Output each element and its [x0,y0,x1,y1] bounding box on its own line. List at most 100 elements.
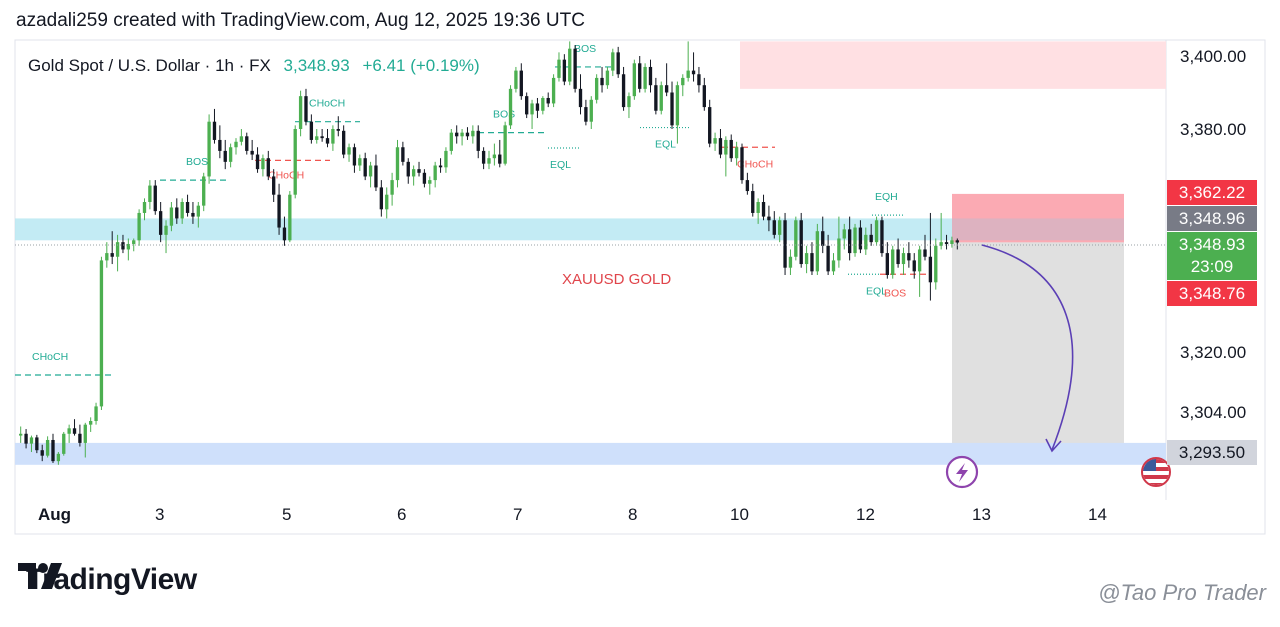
candle-body [105,253,109,261]
candle-body [88,421,93,425]
candle-body [422,172,427,184]
candle-body [471,130,475,137]
candle-body [778,220,782,235]
structure-label: EQL [866,285,887,297]
candle-body [272,176,276,195]
candle-body [460,132,464,137]
candle-body [632,63,637,97]
structure-label: EQL [550,159,571,171]
candle-body [51,439,55,462]
candle-body [901,253,906,265]
candle-body [605,70,610,86]
candle-body [358,158,362,166]
candle-body [627,96,631,108]
candle-body [691,70,696,75]
candle-body [121,242,125,250]
candle-body [584,107,588,122]
structure-label: BOS [884,287,906,299]
mid-zone [15,218,1124,241]
symbol-change: +6.41 (+0.19%) [362,56,480,75]
symbol-name[interactable]: Gold Spot / U.S. Dollar · 1h · FX [28,56,271,75]
candle-body [126,243,131,250]
candle-body [826,245,830,272]
candle-body [821,231,825,246]
x-tick-label: 7 [513,505,522,524]
candle-body [164,225,168,235]
symbol-last-price: 3,348.93 [283,56,350,75]
candle-body [228,147,233,162]
candle-body [853,227,857,254]
candle-body [885,253,890,275]
candle-body [239,136,244,142]
candle-body [148,185,152,202]
candle-body [907,253,911,261]
candle-body [245,136,249,151]
demand-zone [15,442,1166,465]
x-tick-label: 14 [1088,505,1107,524]
annotation-layer: CHoCHBOSCHoCHCHoCHBOSEQLBOSEQLCHoCHEQHEQ… [15,43,928,376]
candles-layer [19,41,959,465]
x-tick-label: Aug [38,505,71,524]
candle-body [589,99,593,122]
candle-body [514,70,518,89]
candle-body [115,242,120,257]
candle-body [56,453,61,462]
last-price-tag: 3,348.93 23:09 [1167,232,1257,280]
us-flag-icon[interactable] [1141,457,1171,487]
candle-body [600,77,604,86]
bid-price-tag: 3,348.76 [1167,281,1257,306]
candle-body [573,48,577,89]
candle-body [390,180,394,195]
candle-body [751,191,755,213]
chart-title: XAUUSD GOLD [562,271,671,288]
candle-body [541,97,545,111]
candle-body [309,121,314,140]
candle-body [578,88,583,108]
candle-body [847,229,852,254]
x-tick-label: 8 [628,505,637,524]
projection-arrow-head [1045,438,1062,453]
candle-body [218,139,222,151]
candle-body [202,176,206,206]
candle-body [336,129,340,131]
candle-body [804,253,809,265]
candle-body [175,207,179,219]
candle-body [702,85,706,108]
x-axis: Aug 3 5 6 7 8 10 12 13 14 [38,505,1107,524]
projection-arrow [981,244,1074,451]
candle-body [525,96,529,115]
candle-body [212,121,217,140]
candle-body [761,202,766,217]
tradingview-logo[interactable]: TradingView [18,563,197,597]
candle-body [110,253,114,257]
supply-zone [740,41,1166,89]
chart-border [14,39,1266,535]
candle-body [250,150,254,155]
candle-body [158,211,163,235]
candle-body [837,238,841,261]
candle-body [611,52,615,71]
candle-body [767,216,771,221]
tradingview-mark-icon [18,563,62,589]
structure-label: CHoCH [309,98,345,110]
candle-body [686,70,690,78]
candle-body [234,141,238,148]
candle-body [411,169,416,177]
structure-label: CHoCH [32,351,68,363]
candle-body [621,74,626,108]
candle-body [729,139,733,159]
candle-body [352,147,357,166]
candle-body [659,85,663,111]
candle-body [196,205,200,217]
lightning-event-icon[interactable] [945,455,979,489]
candle-body [616,52,620,75]
candle-body [568,48,572,82]
x-tick-label: 13 [972,505,991,524]
candle-body [185,202,190,213]
y-tick-label: 3,320.00 [1180,343,1246,362]
candle-body [670,92,674,126]
candle-body [428,180,432,184]
creator-watermark: @Tao Pro Trader [1098,580,1266,605]
candle-body [395,147,400,181]
